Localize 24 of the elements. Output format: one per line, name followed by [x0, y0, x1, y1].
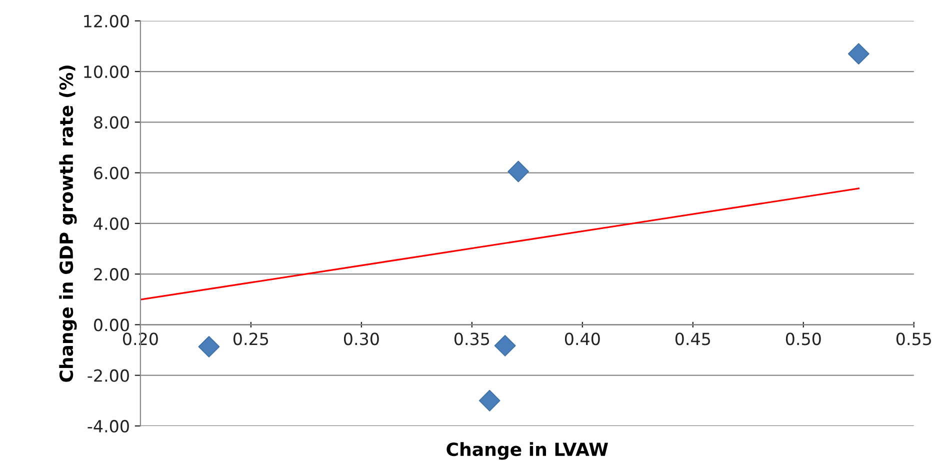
x-tick-label: 0.25: [233, 332, 268, 346]
point: [848, 43, 870, 65]
y-tick-label: -2.00: [88, 369, 129, 382]
point: [508, 160, 530, 182]
point: [494, 334, 516, 356]
x-tick-label: 0.35: [454, 332, 490, 346]
y-axis-title: Change in GDP growth rate (%): [59, 66, 77, 382]
point: [478, 390, 500, 412]
y-tick-label: 10.00: [84, 65, 129, 78]
y-tick-label: 4.00: [94, 217, 129, 230]
x-tick-label: 0.50: [786, 332, 821, 346]
x-tick-label: 0.30: [344, 332, 379, 346]
y-tick-label: 8.00: [94, 116, 129, 129]
x-tick-label: 0.55: [896, 332, 931, 346]
y-tick-label: -4.00: [88, 420, 129, 433]
y-tick-label: 6.00: [94, 166, 129, 180]
y-tick-label: 12.00: [84, 14, 129, 28]
x-tick-label: 0.45: [675, 332, 710, 346]
y-tick-label: 0.00: [94, 318, 129, 332]
x-tick-label: 0.20: [122, 332, 158, 346]
x-axis-title: Change in LVAW: [446, 442, 608, 460]
point: [198, 336, 220, 358]
x-tick-label: 0.40: [564, 332, 600, 346]
y-tick-label: 2.00: [94, 268, 129, 281]
